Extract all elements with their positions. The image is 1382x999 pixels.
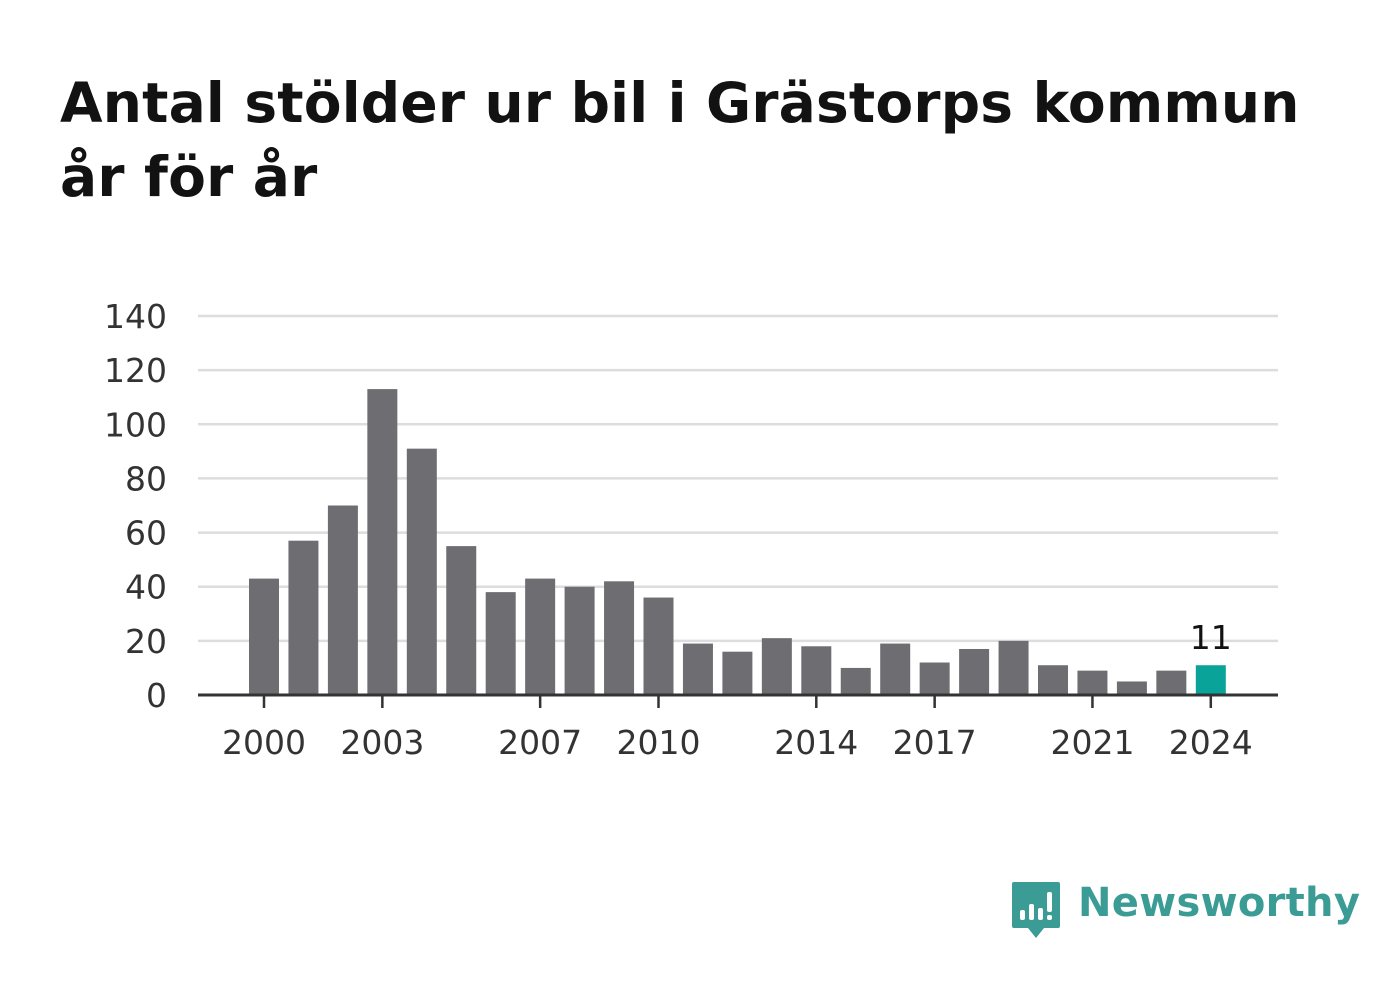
x-tick-label: 2007 [498,723,582,762]
bar-2023 [1156,670,1187,695]
x-axis-tick-labels: 2000 2003 2007 2010 2014 2017 2021 2024 [222,695,1253,762]
x-tick-label: 2021 [1050,723,1134,762]
bar-2015 [840,667,871,695]
bar-2020 [1038,665,1068,695]
bar-2009 [604,581,635,695]
x-tick-label: 2000 [222,723,306,762]
bars [249,389,1226,695]
bar-2024 [1195,665,1226,695]
newsworthy-logo: Newsworthy [1010,878,1360,940]
bar-2003 [367,389,398,695]
bar-2017 [919,662,950,695]
bar-2011 [682,643,713,695]
y-tick-label: 60 [125,514,167,553]
bar-2016 [880,643,911,695]
y-tick-label: 20 [125,622,167,661]
grid-lines [198,314,1278,643]
y-tick-label: 80 [125,459,167,498]
brand-name: Newsworthy [1078,880,1361,926]
bar-2012 [722,651,753,695]
bar-2005 [446,546,477,695]
chart-title: Antal stölder ur bil i Grästorps kommun … [60,71,1300,209]
x-tick-label: 2014 [774,723,858,762]
x-tick-label: 2010 [617,723,701,762]
bar-2004 [406,448,437,695]
y-tick-label: 40 [125,568,167,607]
bar-2022 [1116,681,1147,695]
bar-2018 [959,648,990,695]
bar-2007 [525,578,556,695]
bar-2010 [643,597,674,695]
y-axis-tick-labels: 0 20 40 60 80 100 120 140 [104,297,167,715]
bar-2006 [485,592,516,695]
x-tick-label: 2017 [893,723,977,762]
bar-2000 [249,578,279,695]
value-label-2024: 11 [1190,618,1232,657]
x-tick-label: 2003 [340,723,424,762]
bar-2014 [801,646,832,695]
bar-2001 [288,540,319,695]
y-tick-label: 0 [146,676,167,715]
y-tick-label: 140 [104,297,167,336]
y-tick-label: 100 [104,405,167,444]
bar-2013 [761,638,792,695]
x-tick-label: 2024 [1169,723,1253,762]
newsworthy-logo-icon [1012,882,1060,938]
bar-2008 [564,586,595,695]
y-tick-label: 120 [104,351,167,390]
bar-2021 [1077,670,1108,695]
annotations: 11 [1190,618,1232,657]
bar-2002 [327,505,358,695]
bar-2019 [998,640,1029,695]
